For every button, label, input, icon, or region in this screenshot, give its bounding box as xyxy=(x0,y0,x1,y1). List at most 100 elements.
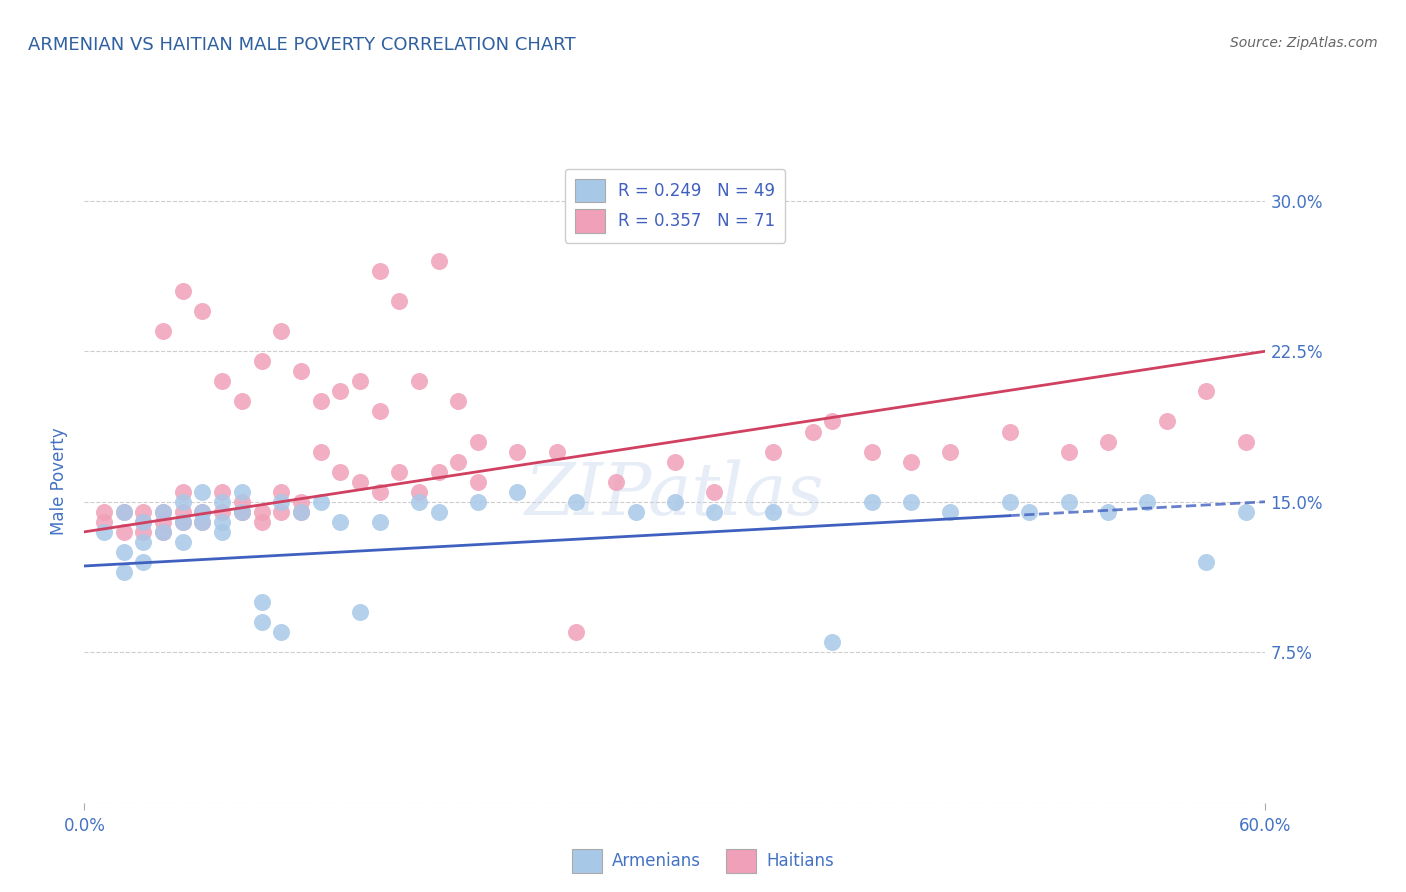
Point xyxy=(427,505,450,519)
Point xyxy=(270,495,292,509)
Point xyxy=(546,444,568,458)
Point xyxy=(309,495,332,509)
Point xyxy=(309,444,332,458)
Point xyxy=(172,535,194,549)
Point xyxy=(231,505,253,519)
Point xyxy=(329,515,352,529)
Point xyxy=(290,495,312,509)
Point xyxy=(605,475,627,489)
Point xyxy=(506,444,529,458)
Point xyxy=(211,484,233,499)
Point xyxy=(900,455,922,469)
Point xyxy=(408,495,430,509)
Point xyxy=(172,505,194,519)
Point xyxy=(93,524,115,539)
Point xyxy=(309,394,332,409)
Point xyxy=(112,545,135,559)
Point xyxy=(93,515,115,529)
Point xyxy=(762,505,785,519)
Point xyxy=(664,495,686,509)
Point xyxy=(231,484,253,499)
Point xyxy=(152,505,174,519)
Point xyxy=(388,294,411,309)
Point xyxy=(112,505,135,519)
Point xyxy=(152,324,174,338)
Point xyxy=(172,515,194,529)
Point xyxy=(172,515,194,529)
Point xyxy=(467,434,489,449)
Point xyxy=(250,505,273,519)
Point xyxy=(211,505,233,519)
Point xyxy=(368,484,391,499)
Point xyxy=(368,264,391,278)
Point xyxy=(998,425,1021,439)
Point xyxy=(664,455,686,469)
Point xyxy=(349,605,371,619)
Point xyxy=(270,625,292,640)
Point xyxy=(132,555,155,569)
Point xyxy=(408,484,430,499)
Point xyxy=(1234,505,1257,519)
Point xyxy=(250,515,273,529)
Point xyxy=(368,515,391,529)
Point xyxy=(112,565,135,579)
Point xyxy=(565,625,588,640)
Point xyxy=(821,415,844,429)
Point xyxy=(447,455,470,469)
Point xyxy=(270,484,292,499)
Point xyxy=(290,505,312,519)
Point xyxy=(250,615,273,630)
Point xyxy=(132,515,155,529)
Point xyxy=(388,465,411,479)
Point xyxy=(152,524,174,539)
Point xyxy=(191,484,214,499)
Point xyxy=(349,475,371,489)
Point xyxy=(1195,384,1218,399)
Point xyxy=(467,495,489,509)
Y-axis label: Male Poverty: Male Poverty xyxy=(51,428,69,535)
Point xyxy=(860,444,883,458)
Point xyxy=(231,394,253,409)
Point xyxy=(211,495,233,509)
Point xyxy=(1234,434,1257,449)
Point xyxy=(939,444,962,458)
Point xyxy=(427,254,450,268)
Point xyxy=(703,484,725,499)
Point xyxy=(821,635,844,649)
Point xyxy=(231,495,253,509)
Point xyxy=(329,384,352,399)
Point xyxy=(112,524,135,539)
Text: ZIPatlas: ZIPatlas xyxy=(524,459,825,530)
Point xyxy=(191,505,214,519)
Point xyxy=(427,465,450,479)
Point xyxy=(703,505,725,519)
Point xyxy=(801,425,824,439)
Point xyxy=(211,524,233,539)
Point xyxy=(172,484,194,499)
Point xyxy=(467,475,489,489)
Point xyxy=(132,515,155,529)
Point xyxy=(1057,444,1080,458)
Point xyxy=(447,394,470,409)
Point xyxy=(900,495,922,509)
Point xyxy=(191,515,214,529)
Point xyxy=(191,505,214,519)
Point xyxy=(211,515,233,529)
Text: Source: ZipAtlas.com: Source: ZipAtlas.com xyxy=(1230,36,1378,50)
Point xyxy=(132,524,155,539)
Point xyxy=(1156,415,1178,429)
Point xyxy=(172,495,194,509)
Point xyxy=(112,505,135,519)
Point xyxy=(368,404,391,418)
Point xyxy=(762,444,785,458)
Point xyxy=(191,515,214,529)
Point xyxy=(624,505,647,519)
Point xyxy=(132,535,155,549)
Point xyxy=(1018,505,1040,519)
Point xyxy=(565,495,588,509)
Point xyxy=(1195,555,1218,569)
Legend: R = 0.249   N = 49, R = 0.357   N = 71: R = 0.249 N = 49, R = 0.357 N = 71 xyxy=(565,169,785,243)
Point xyxy=(152,515,174,529)
Point xyxy=(290,505,312,519)
Point xyxy=(1097,434,1119,449)
